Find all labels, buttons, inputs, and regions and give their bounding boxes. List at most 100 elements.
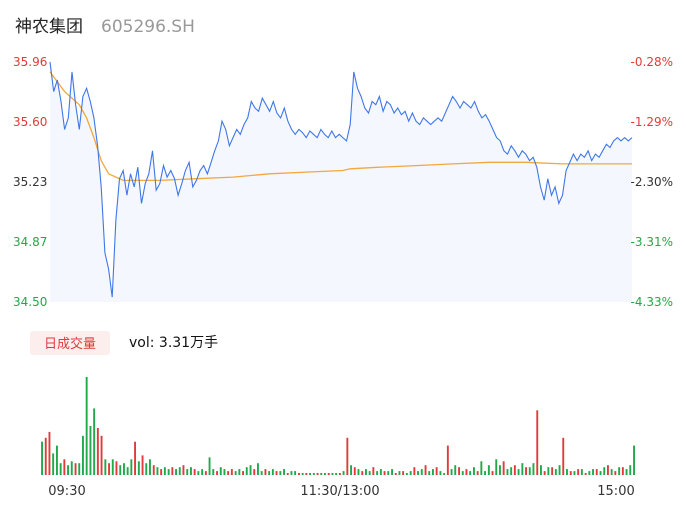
volume-bar — [387, 471, 390, 475]
volume-bar — [525, 467, 527, 475]
volume-bar — [264, 469, 267, 475]
volume-bar — [588, 471, 591, 475]
volume-bar — [476, 471, 479, 475]
volume-bar — [469, 471, 472, 475]
volume-bar — [417, 471, 419, 475]
volume-bar — [48, 431, 51, 475]
volume-bar — [212, 469, 215, 475]
volume-bar — [454, 465, 457, 475]
volume-bar — [186, 469, 189, 475]
volume-bar — [435, 467, 438, 475]
volume-bar — [353, 467, 356, 475]
volume-bar — [96, 428, 99, 475]
volume-bar — [56, 445, 58, 475]
volume-bar — [286, 473, 289, 475]
volume-bar — [577, 469, 580, 475]
volume-bar — [573, 471, 576, 475]
y-tick-left: 35.23 — [13, 175, 47, 189]
volume-bar — [309, 473, 311, 475]
volume-bar — [595, 469, 598, 475]
volume-bar — [432, 469, 434, 475]
volume-bar — [450, 469, 453, 475]
volume-bar — [260, 471, 263, 475]
volume-bar — [342, 471, 345, 475]
volume-bar — [357, 469, 360, 475]
volume-bar — [580, 469, 583, 475]
volume-bar — [633, 445, 635, 475]
volume-bar — [543, 471, 546, 475]
volume-bar — [283, 469, 285, 475]
volume-bar — [245, 467, 248, 475]
volume-bar — [93, 408, 96, 475]
volume-bar — [506, 469, 509, 475]
volume-bar — [331, 473, 334, 475]
volume-bar — [592, 469, 594, 475]
volume-bar — [111, 459, 114, 475]
volume-bar — [268, 471, 271, 475]
volume-bar — [175, 469, 177, 475]
y-tick-right: -2.30% — [631, 175, 673, 189]
volume-bar — [100, 435, 103, 475]
volume-bar — [424, 465, 427, 475]
volume-bar — [361, 471, 364, 475]
x-axis: 09:30 11:30/13:00 15:00 — [48, 484, 634, 499]
volume-bar — [536, 410, 539, 475]
volume-bar — [446, 445, 449, 475]
volume-bar — [223, 469, 226, 475]
volume-bar — [298, 473, 300, 475]
volume-bar — [115, 461, 118, 475]
volume-bar — [171, 467, 174, 475]
volume-bar — [238, 469, 241, 475]
volume-bar — [149, 459, 151, 475]
price-area — [50, 62, 632, 302]
volume-bar — [420, 469, 423, 475]
volume-bar — [134, 441, 136, 475]
volume-bars — [41, 377, 635, 475]
volume-bar — [402, 471, 405, 475]
volume-bar — [603, 467, 606, 475]
volume-badge-label: 日成交量 — [44, 336, 96, 352]
volume-bar — [257, 463, 259, 475]
volume-bar — [528, 467, 531, 475]
volume-bar — [204, 471, 207, 475]
volume-bar — [327, 473, 330, 475]
volume-bar — [63, 459, 66, 475]
y-axis-right: -0.28% -1.29% -2.30% -3.31% -4.33% — [631, 55, 673, 309]
volume-bar — [119, 465, 122, 475]
volume-bar — [405, 473, 408, 475]
volume-bar — [379, 469, 382, 475]
y-tick-right: -4.33% — [631, 295, 673, 309]
y-axis-left: 35.96 35.60 35.23 34.87 34.50 — [13, 55, 47, 309]
volume-bar — [316, 473, 319, 475]
volume-bar — [294, 471, 297, 475]
volume-bar — [439, 471, 442, 475]
volume-bar — [350, 465, 352, 475]
y-tick-left: 35.96 — [13, 55, 47, 69]
volume-bar — [67, 465, 69, 475]
y-tick-left: 35.60 — [13, 115, 47, 129]
volume-bar — [219, 467, 222, 475]
volume-bar — [152, 465, 155, 475]
volume-bar — [74, 463, 77, 475]
volume-bar — [599, 471, 602, 475]
volume-bar — [301, 473, 304, 475]
volume-bar — [41, 441, 43, 475]
volume-bar — [465, 469, 468, 475]
volume-bar — [275, 471, 278, 475]
volume-bar — [338, 473, 341, 475]
volume-bar — [547, 467, 550, 475]
volume-bar — [458, 467, 460, 475]
volume-label: vol: 3.31万手 — [129, 335, 218, 351]
volume-bar — [305, 473, 308, 475]
volume-bar — [156, 467, 159, 475]
volume-bar — [618, 467, 621, 475]
volume-bar — [52, 453, 55, 475]
volume-bar — [461, 471, 464, 475]
volume-bar — [540, 465, 542, 475]
volume-bar — [178, 467, 181, 475]
volume-bar — [70, 461, 73, 475]
volume-bar — [279, 471, 282, 475]
price-line — [49, 61, 633, 298]
volume-bar — [372, 467, 375, 475]
volume-bar — [85, 377, 88, 475]
